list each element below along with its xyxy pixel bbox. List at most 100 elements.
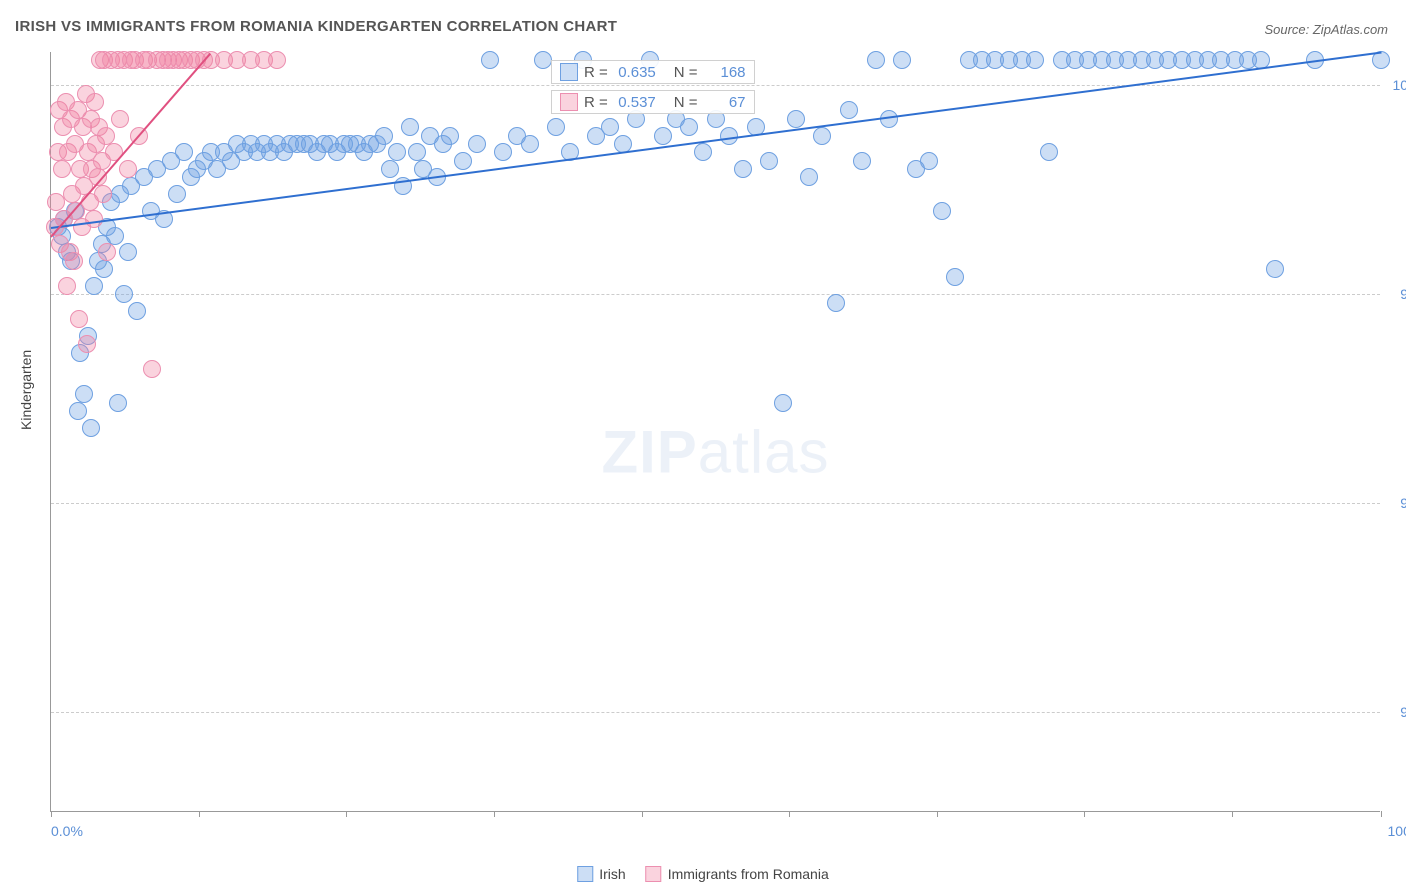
scatter-point [547,118,565,136]
scatter-point [109,394,127,412]
legend-label: Immigrants from Romania [668,866,829,882]
stats-box: R = 0.537 N = 67 [551,90,755,114]
scatter-point [441,127,459,145]
scatter-point [119,160,137,178]
scatter-point [75,385,93,403]
r-value: 0.537 [614,94,656,111]
scatter-point [893,51,911,69]
n-label: N = [674,64,698,81]
scatter-point [481,51,499,69]
x-tick [1084,811,1085,817]
n-label: N = [674,94,698,111]
scatter-point [827,294,845,312]
x-tick [346,811,347,817]
scatter-point [454,152,472,170]
scatter-point [787,110,805,128]
y-tick-label: 100.0% [1385,77,1406,93]
stats-box: R = 0.635 N = 168 [551,60,755,84]
scatter-point [85,210,103,228]
scatter-point [534,51,552,69]
scatter-point [128,302,146,320]
r-label: R = [584,94,608,111]
scatter-point [946,268,964,286]
scatter-point [82,419,100,437]
scatter-point [1026,51,1044,69]
scatter-point [494,143,512,161]
scatter-point [933,202,951,220]
watermark-light: atlas [698,419,830,486]
x-tick [642,811,643,817]
y-tick-label: 95.0% [1385,495,1406,511]
scatter-point [119,243,137,261]
y-axis-label: Kindergarten [18,350,34,430]
legend-item: Irish [577,866,625,882]
x-tick [1381,811,1382,817]
scatter-point [85,277,103,295]
y-tick-label: 97.5% [1385,286,1406,302]
x-tick-label: 100.0% [1388,823,1406,839]
scatter-point [654,127,672,145]
scatter-point [1040,143,1058,161]
legend-item: Immigrants from Romania [646,866,829,882]
scatter-point [760,152,778,170]
plot-area: ZIPatlas 100.0%97.5%95.0%92.5%0.0%100.0%… [50,52,1380,812]
n-value: 67 [704,94,746,111]
scatter-point [97,127,115,145]
r-value: 0.635 [614,64,656,81]
scatter-point [94,185,112,203]
watermark-bold: ZIP [601,419,697,486]
gridline [51,85,1380,86]
scatter-point [98,243,116,261]
r-label: R = [584,64,608,81]
x-tick [199,811,200,817]
scatter-point [401,118,419,136]
scatter-point [78,335,96,353]
legend-swatch [577,866,593,882]
legend: Irish Immigrants from Romania [577,866,829,882]
scatter-point [734,160,752,178]
source-attribution: Source: ZipAtlas.com [1264,22,1388,37]
legend-swatch [646,866,662,882]
scatter-point [111,110,129,128]
x-tick [1232,811,1233,817]
scatter-point [601,118,619,136]
scatter-point [840,101,858,119]
scatter-point [95,260,113,278]
scatter-point [143,360,161,378]
scatter-point [680,118,698,136]
scatter-point [69,402,87,420]
scatter-point [86,93,104,111]
scatter-point [381,160,399,178]
scatter-point [1266,260,1284,278]
x-tick [51,811,52,817]
gridline [51,712,1380,713]
y-tick-label: 92.5% [1385,704,1406,720]
x-tick [937,811,938,817]
scatter-point [175,143,193,161]
gridline [51,294,1380,295]
scatter-point [268,51,286,69]
x-tick [789,811,790,817]
n-value: 168 [704,64,746,81]
scatter-point [168,185,186,203]
gridline [51,503,1380,504]
scatter-point [800,168,818,186]
scatter-point [65,252,83,270]
scatter-point [853,152,871,170]
x-tick-label: 0.0% [51,823,83,839]
chart-title: IRISH VS IMMIGRANTS FROM ROMANIA KINDERG… [15,18,617,35]
scatter-point [106,227,124,245]
scatter-point [58,277,76,295]
scatter-point [53,160,71,178]
scatter-point [694,143,712,161]
legend-swatch [560,63,578,81]
scatter-point [375,127,393,145]
scatter-point [115,285,133,303]
scatter-point [813,127,831,145]
x-tick [494,811,495,817]
watermark: ZIPatlas [601,418,829,487]
scatter-point [521,135,539,153]
scatter-point [720,127,738,145]
scatter-point [867,51,885,69]
scatter-point [774,394,792,412]
